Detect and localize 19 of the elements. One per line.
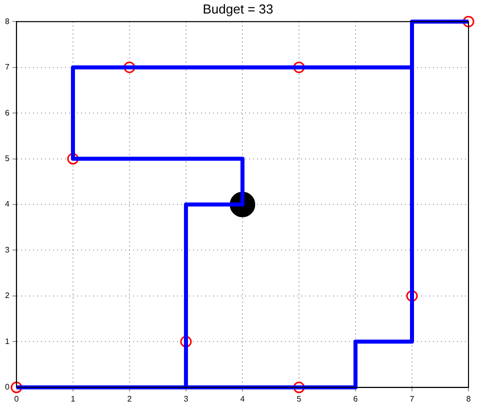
y-tick-label: 8 (4, 16, 10, 26)
y-tick-label: 7 (4, 62, 10, 72)
y-tick-label: 6 (4, 108, 10, 118)
x-tick-label: 2 (127, 394, 132, 404)
y-tick-label: 4 (4, 200, 10, 209)
x-tick-label: 7 (410, 394, 415, 404)
y-tick-label: 5 (4, 154, 10, 163)
x-tick-label: 0 (14, 394, 20, 404)
x-tick-label: 4 (240, 394, 246, 404)
x-tick-label: 1 (70, 394, 76, 404)
y-tick-label: 1 (4, 336, 10, 346)
y-tick-label: 3 (4, 245, 10, 254)
x-tick-label: 5 (296, 394, 302, 404)
x-tick-label: 8 (466, 394, 472, 404)
y-tick-label: 2 (4, 291, 10, 300)
x-tick-label: 3 (184, 394, 189, 404)
y-tick-label: 0 (4, 382, 10, 392)
chart-title: Budget = 33 (202, 1, 274, 16)
x-tick-label: 6 (353, 394, 358, 404)
